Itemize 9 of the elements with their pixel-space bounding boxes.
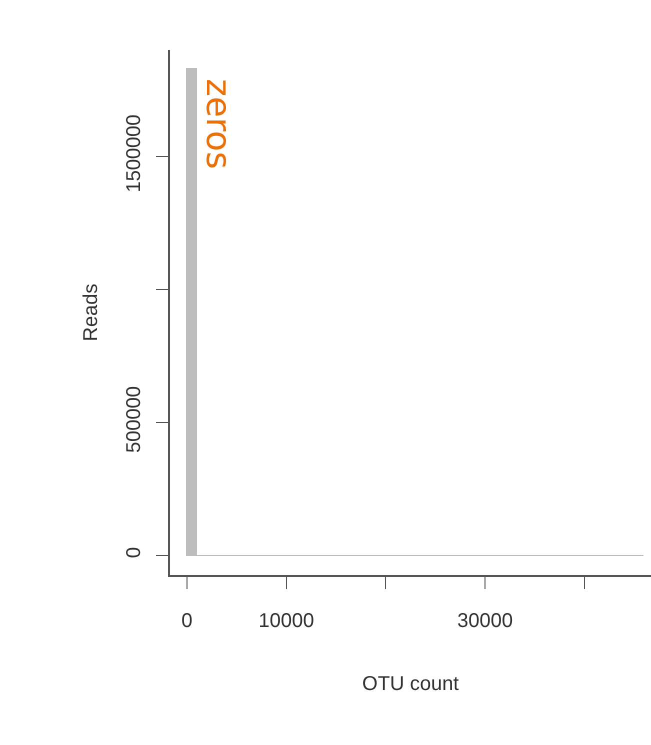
x-axis-title: OTU count bbox=[362, 673, 460, 695]
y-tick-label: 1500000 bbox=[123, 114, 145, 192]
x-tick-label: 30000 bbox=[457, 610, 513, 632]
x-tick-label: 0 bbox=[181, 610, 192, 632]
y-tick-label: 500000 bbox=[123, 386, 145, 453]
y-axis-title: Reads bbox=[80, 284, 102, 342]
y-tick-label: 0 bbox=[123, 547, 145, 558]
x-tick-label: 10000 bbox=[258, 610, 314, 632]
annotation: zeros bbox=[198, 78, 238, 170]
